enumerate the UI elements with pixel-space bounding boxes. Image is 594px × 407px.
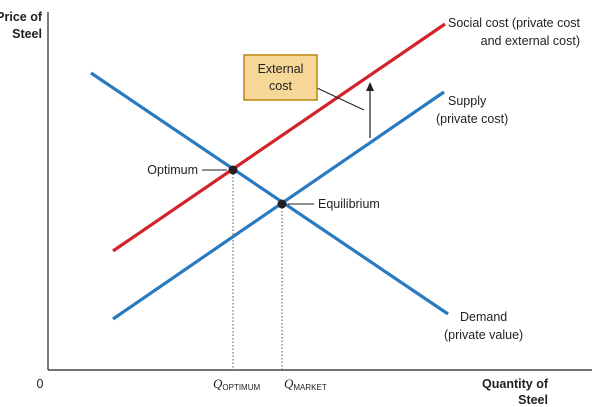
supply-label-line2: (private cost) (436, 112, 508, 126)
x-axis-label-line1: Quantity of (482, 377, 549, 391)
social-cost-label-line1: Social cost (private cost (448, 16, 581, 30)
origin-label: 0 (37, 377, 44, 391)
optimum-point (228, 165, 238, 175)
social-cost-label-line2: and external cost) (481, 34, 580, 48)
y-axis-label-line1: Price of (0, 10, 43, 24)
equilibrium-point (277, 199, 287, 209)
external-cost-connector (316, 87, 365, 111)
q-optimum-label: QOPTIMUM (213, 376, 261, 392)
equilibrium-label: Equilibrium (318, 197, 380, 211)
external-cost-label-line2: cost (269, 79, 292, 93)
external-cost-box (243, 54, 318, 101)
demand-label-line1: Demand (460, 310, 507, 324)
demand-label-line2: (private value) (444, 328, 523, 342)
external-cost-label-line1: External (258, 62, 304, 76)
optimum-label: Optimum (147, 163, 198, 177)
demand-curve (90, 71, 449, 316)
arrowhead-icon (366, 82, 374, 91)
x-axis-label-line2: Steel (518, 393, 548, 407)
social-cost-curve (112, 22, 446, 253)
q-market-label: QMARKET (284, 376, 327, 392)
supply-label-line1: Supply (448, 94, 487, 108)
y-axis-label-line2: Steel (12, 27, 42, 41)
